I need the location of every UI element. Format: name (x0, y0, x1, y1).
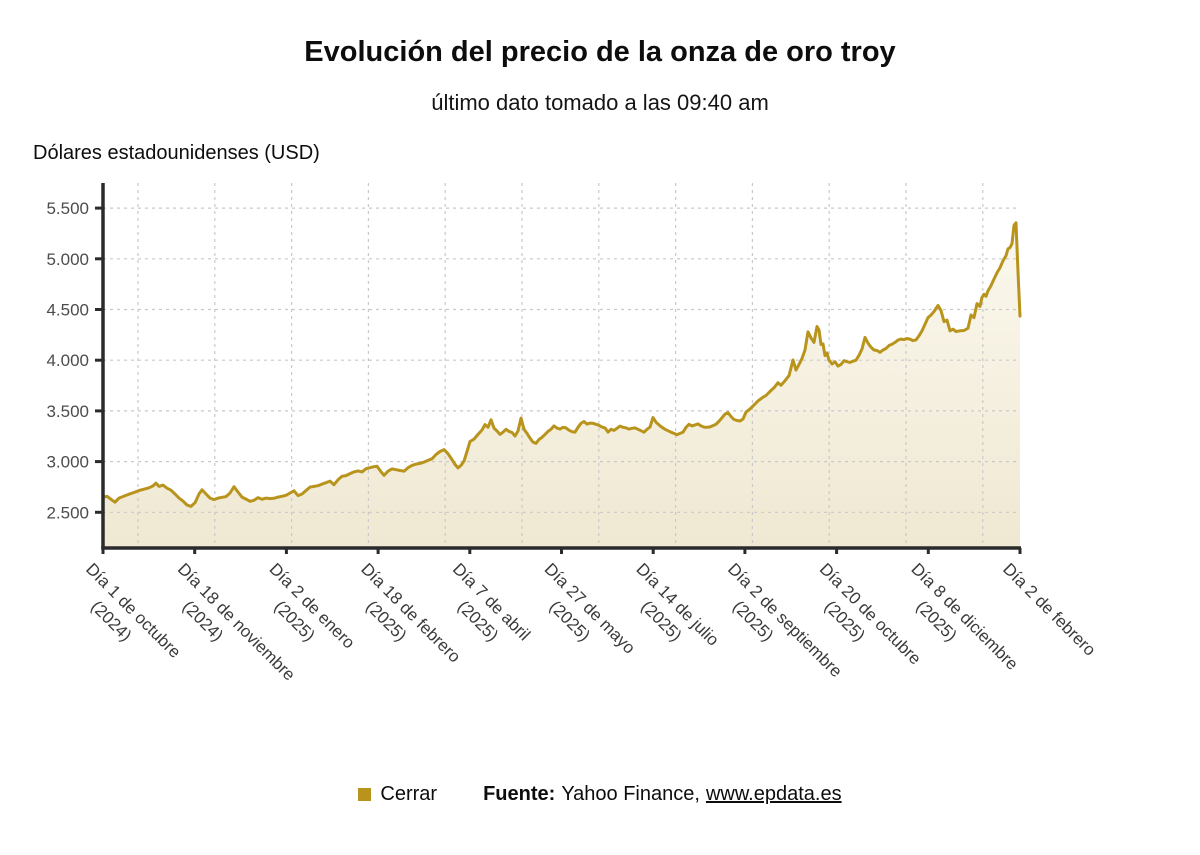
x-tick-label: Día 1 de octubre(2024) (66, 559, 185, 678)
y-tick-label: 5.500 (46, 199, 89, 218)
chart-footer: Cerrar Fuente: Yahoo Finance, www.epdata… (0, 783, 1200, 806)
y-tick-label: 3.500 (46, 402, 89, 421)
legend-item-cerrar[interactable]: Cerrar (358, 783, 437, 806)
y-tick-label: 2.500 (46, 503, 89, 522)
chart-axes (95, 183, 1022, 554)
y-tick-label: 4.000 (46, 351, 89, 370)
chart-area-fill (103, 222, 1020, 549)
chart-gridlines (103, 183, 1020, 548)
series-line (101, 221, 1022, 508)
y-tick-label: 3.000 (46, 453, 89, 472)
x-tick-label: Día 18 de febrero(2025) (341, 559, 464, 682)
source-prefix: Fuente: (483, 783, 556, 805)
x-tick-label: Día 8 de diciembre(2025) (891, 559, 1022, 690)
y-tick-label: 5.000 (46, 250, 89, 269)
x-tick-label: Día 2 de febrero (999, 559, 1099, 659)
chart-series-line (101, 221, 1022, 508)
y-axis-unit-label: Dólares estadounidenses (USD) (33, 142, 320, 164)
chart-subtitle: último dato tomado a las 09:40 am (431, 90, 769, 115)
legend-label: Cerrar (380, 783, 438, 805)
x-tick-label: Día 27 de mayo(2025) (524, 559, 639, 674)
chart-title: Evolución del precio de la onza de oro t… (304, 36, 896, 68)
legend-marker-square (358, 788, 372, 801)
y-tick-label: 4.500 (46, 301, 89, 320)
source-name: Yahoo Finance, (561, 783, 700, 805)
source-link[interactable]: www.epdata.es (705, 783, 842, 805)
series-area (103, 222, 1020, 549)
source-note: Fuente: Yahoo Finance, www.epdata.es (483, 783, 841, 806)
